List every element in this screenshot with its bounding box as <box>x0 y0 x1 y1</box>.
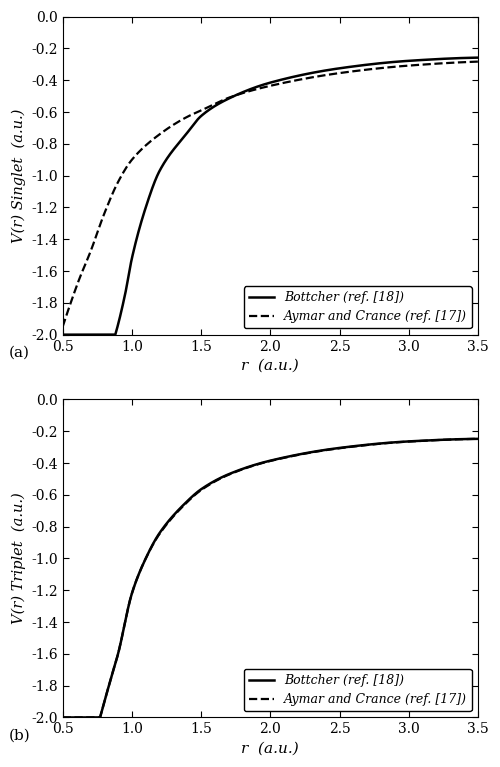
Aymar and Crance (ref. [17]) <box>237 466 243 475</box>
Bottcher (ref. [18]) <box>60 713 66 722</box>
Aymar and Crance (ref. [17]) <box>60 713 66 722</box>
Aymar and Crance (ref. [17]) <box>219 473 225 482</box>
Y-axis label: V(r) Singlet  (a.u.): V(r) Singlet (a.u.) <box>11 108 26 243</box>
Aymar and Crance (ref. [17]) <box>132 152 138 161</box>
Line: Aymar and Crance (ref. [17]): Aymar and Crance (ref. [17]) <box>62 439 478 717</box>
Bottcher (ref. [18]) <box>107 330 113 339</box>
Aymar and Crance (ref. [17]) <box>475 434 481 443</box>
Aymar and Crance (ref. [17]) <box>107 195 113 204</box>
Bottcher (ref. [18]) <box>219 472 225 482</box>
Aymar and Crance (ref. [17]) <box>422 60 428 69</box>
Bottcher (ref. [18]) <box>132 242 138 251</box>
Bottcher (ref. [18]) <box>422 55 428 64</box>
Aymar and Crance (ref. [17]) <box>422 436 428 446</box>
Line: Aymar and Crance (ref. [17]): Aymar and Crance (ref. [17]) <box>62 61 478 327</box>
Aymar and Crance (ref. [17]) <box>132 581 138 590</box>
Bottcher (ref. [18]) <box>467 53 473 62</box>
Aymar and Crance (ref. [17]) <box>467 58 473 67</box>
Aymar and Crance (ref. [17]) <box>60 322 66 331</box>
Bottcher (ref. [18]) <box>107 677 113 686</box>
X-axis label: r  (a.u.): r (a.u.) <box>242 742 299 756</box>
Legend: Bottcher (ref. [18]), Aymar and Crance (ref. [17]): Bottcher (ref. [18]), Aymar and Crance (… <box>244 286 472 328</box>
Bottcher (ref. [18]) <box>237 89 243 98</box>
Y-axis label: V(r) Triplet  (a.u.): V(r) Triplet (a.u.) <box>11 492 26 624</box>
Legend: Bottcher (ref. [18]), Aymar and Crance (ref. [17]): Bottcher (ref. [18]), Aymar and Crance (… <box>244 669 472 711</box>
Bottcher (ref. [18]) <box>475 434 481 443</box>
Bottcher (ref. [18]) <box>467 434 473 443</box>
Aymar and Crance (ref. [17]) <box>237 90 243 99</box>
Aymar and Crance (ref. [17]) <box>219 96 225 105</box>
Text: (b): (b) <box>8 729 30 742</box>
Bottcher (ref. [18]) <box>422 436 428 445</box>
Bottcher (ref. [18]) <box>219 97 225 107</box>
Aymar and Crance (ref. [17]) <box>467 434 473 443</box>
Line: Bottcher (ref. [18]): Bottcher (ref. [18]) <box>62 439 478 717</box>
X-axis label: r  (a.u.): r (a.u.) <box>242 359 299 373</box>
Bottcher (ref. [18]) <box>132 581 138 590</box>
Aymar and Crance (ref. [17]) <box>475 57 481 66</box>
Text: (a): (a) <box>8 346 29 360</box>
Bottcher (ref. [18]) <box>237 466 243 475</box>
Bottcher (ref. [18]) <box>60 330 66 339</box>
Bottcher (ref. [18]) <box>475 53 481 62</box>
Aymar and Crance (ref. [17]) <box>107 677 113 686</box>
Line: Bottcher (ref. [18]): Bottcher (ref. [18]) <box>62 58 478 334</box>
